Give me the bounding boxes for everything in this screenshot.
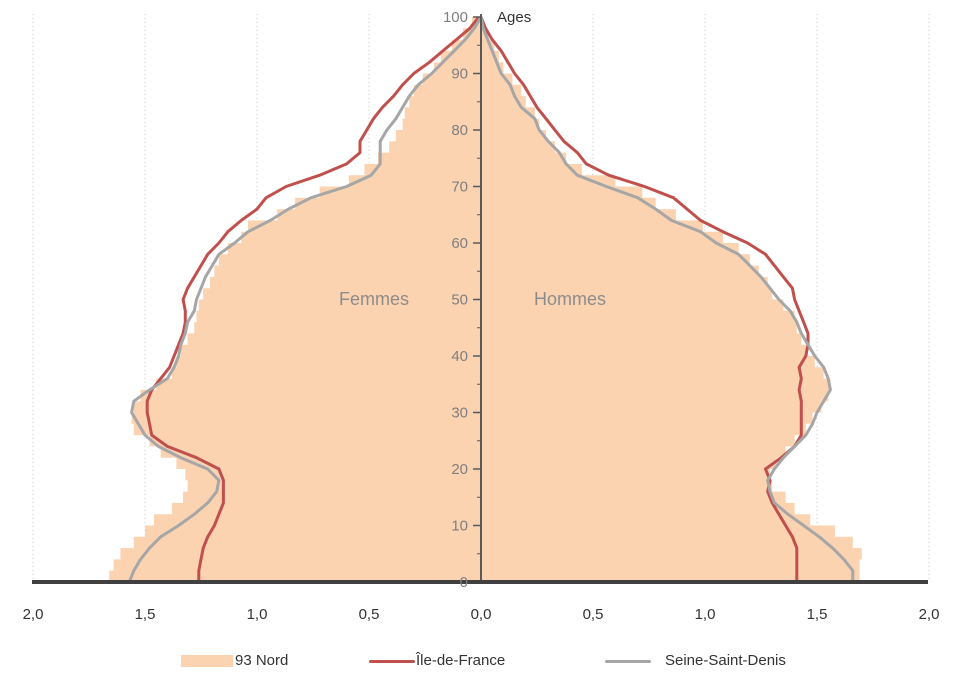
- y-tick-label-70: 70: [451, 179, 468, 196]
- y-tick-label-20: 20: [451, 461, 468, 478]
- area-series-layer: [109, 17, 862, 582]
- x-tick-label-4: 0,0: [471, 606, 492, 623]
- series-line--le-de-france-femmes: [145, 16, 480, 582]
- x-tick-label-0: 2,0: [23, 606, 44, 623]
- x-tick-label-3: 0,5: [359, 606, 380, 623]
- legend-label-ile-de-france: Île-de-France: [416, 652, 506, 669]
- axis-labels: 0 10 20 30 40 50 60 70 80 90 100 Ages 2,0 1,5 1,0 0,5 0,…: [23, 9, 940, 623]
- legend-swatch-ile-de-france: [369, 660, 415, 663]
- y-axis-title: Ages: [497, 9, 531, 26]
- x-tick-label-7: 1,5: [807, 606, 828, 623]
- series-line-seine-saint-denis-femmes: [127, 16, 483, 583]
- x-tick-label-8: 2,0: [919, 606, 940, 623]
- hommes-label: Hommes: [534, 289, 606, 309]
- y-tick-label-30: 30: [451, 405, 468, 422]
- y-tick-label-80: 80: [451, 122, 468, 139]
- y-tick-label-40: 40: [451, 348, 468, 365]
- legend: 93 Nord Île-de-France Seine-Saint-Denis: [0, 650, 960, 676]
- x-tick-label-1: 1,5: [135, 606, 156, 623]
- x-tick-label-6: 1,0: [695, 606, 716, 623]
- y-tick-label-0: 0: [460, 574, 468, 591]
- series-area-93-nord: [109, 17, 862, 582]
- y-tick-label-10: 10: [451, 518, 468, 535]
- y-tick-label-50: 50: [451, 292, 468, 309]
- x-tick-label-2: 1,0: [247, 606, 268, 623]
- legend-label-seine-saint-denis: Seine-Saint-Denis: [665, 652, 786, 669]
- y-tick-label-60: 60: [451, 235, 468, 252]
- legend-swatch-93-nord: [181, 655, 233, 667]
- y-tick-label-90: 90: [451, 66, 468, 83]
- line-series-layer: [127, 16, 855, 583]
- femmes-label: Femmes: [339, 289, 409, 309]
- population-pyramid-chart: 0 10 20 30 40 50 60 70 80 90 100 Ages 2,0 1,5 1,0 0,5 0,…: [23, 9, 940, 623]
- series-line-seine-saint-denis-hommes: [479, 16, 855, 582]
- legend-swatch-seine-saint-denis: [605, 660, 651, 663]
- x-tick-label-5: 0,5: [583, 606, 604, 623]
- legend-label-93-nord: 93 Nord: [235, 652, 289, 669]
- y-tick-label-100: 100: [443, 9, 468, 26]
- axes: [32, 14, 928, 584]
